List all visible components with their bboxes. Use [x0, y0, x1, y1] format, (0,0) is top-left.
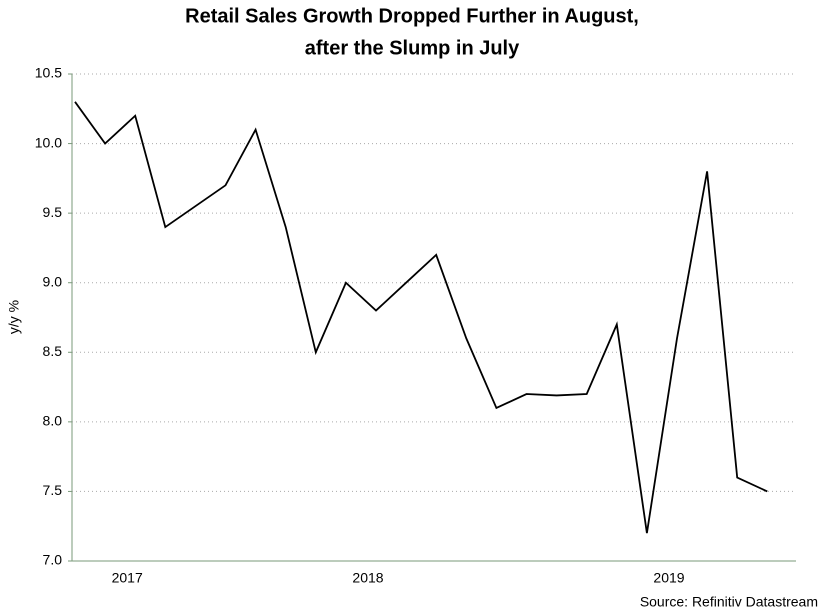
y-tick-label: 9.5: [43, 204, 63, 220]
y-tick-label: 8.0: [43, 413, 63, 429]
y-tick-label: 7.5: [43, 482, 63, 498]
y-tick-label: 10.5: [35, 65, 62, 81]
line-series: [74, 101, 768, 534]
x-tick-label: 2018: [352, 570, 383, 586]
chart-title: Retail Sales Growth Dropped Further in A…: [185, 5, 639, 27]
x-tick-label: 2019: [653, 570, 684, 586]
y-axis-label: y/y %: [6, 300, 22, 334]
x-tick-label: 2017: [112, 570, 143, 586]
y-tick-label: 9.0: [43, 273, 63, 289]
y-tick-label: 8.5: [43, 343, 63, 359]
y-tick-label: 10.0: [35, 134, 62, 150]
chart-subtitle: after the Slump in July: [305, 37, 520, 59]
y-tick-label: 7.0: [43, 552, 63, 568]
source: Source: Refinitiv Datastream: [640, 594, 818, 610]
